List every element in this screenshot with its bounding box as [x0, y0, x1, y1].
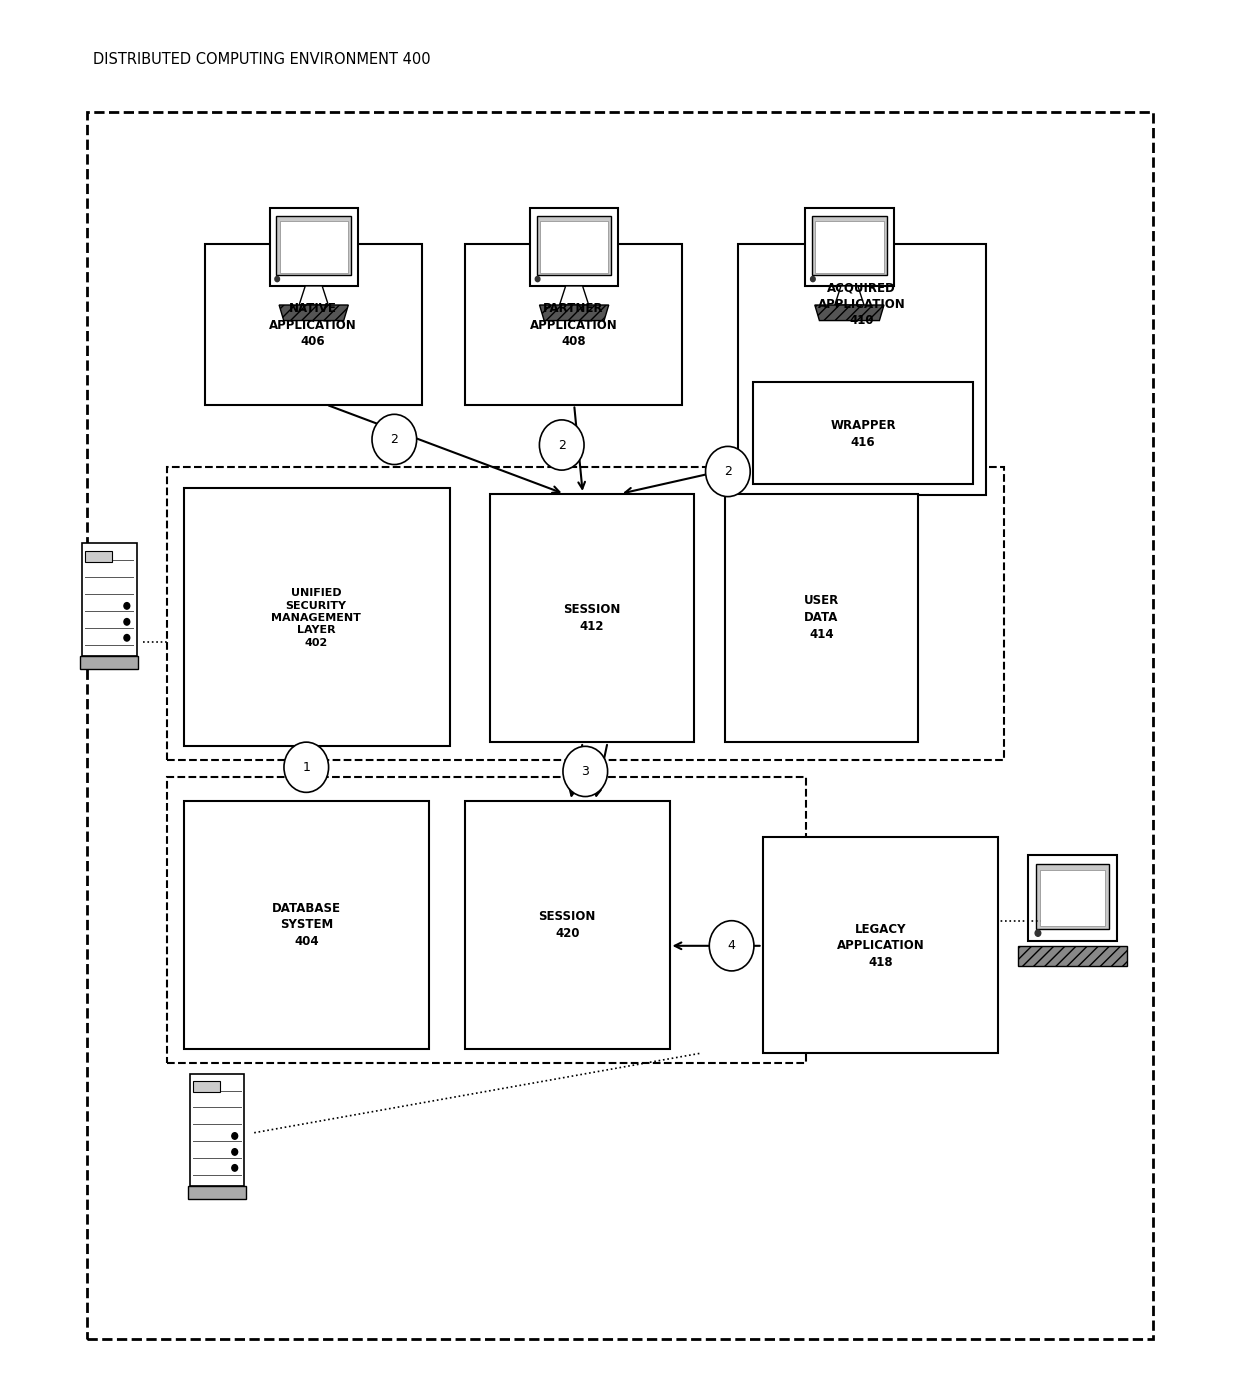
Text: WRAPPER
416: WRAPPER 416: [831, 418, 895, 449]
Bar: [190, 1074, 244, 1186]
Text: USER
DATA
414: USER DATA 414: [804, 594, 839, 642]
Bar: [82, 544, 136, 656]
Bar: [87, 112, 1153, 1339]
Bar: [465, 801, 670, 1049]
Bar: [738, 244, 986, 495]
Text: ACQUIRED
APPLICATION
410: ACQUIRED APPLICATION 410: [818, 282, 905, 326]
Bar: [805, 208, 894, 286]
Text: 2: 2: [391, 432, 398, 446]
Bar: [1037, 864, 1109, 929]
Text: UNIFIED
SECURITY
MANAGEMENT
LAYER
402: UNIFIED SECURITY MANAGEMENT LAYER 402: [272, 589, 361, 647]
Text: DISTRIBUTED COMPUTING ENVIRONMENT 400: DISTRIBUTED COMPUTING ENVIRONMENT 400: [93, 52, 430, 67]
Circle shape: [124, 618, 130, 625]
Polygon shape: [835, 286, 864, 306]
Text: 4: 4: [728, 939, 735, 953]
Bar: [167, 777, 806, 1063]
Bar: [753, 382, 973, 484]
Polygon shape: [279, 306, 348, 321]
Circle shape: [536, 276, 539, 282]
Bar: [725, 494, 918, 742]
Text: 2: 2: [558, 438, 565, 452]
Bar: [812, 216, 887, 275]
Bar: [815, 222, 884, 273]
Circle shape: [811, 276, 815, 282]
Text: SESSION
420: SESSION 420: [538, 910, 596, 940]
Bar: [184, 488, 450, 746]
Bar: [1040, 870, 1105, 926]
Bar: [1028, 855, 1117, 942]
Circle shape: [124, 635, 130, 642]
Bar: [1018, 946, 1127, 965]
Bar: [269, 208, 358, 286]
Circle shape: [1035, 930, 1040, 936]
Bar: [188, 1186, 246, 1200]
Polygon shape: [559, 286, 589, 306]
Circle shape: [232, 1165, 238, 1172]
Bar: [84, 551, 113, 562]
Bar: [539, 222, 609, 273]
Bar: [763, 837, 998, 1053]
Text: 3: 3: [582, 764, 589, 778]
Polygon shape: [539, 306, 609, 321]
Circle shape: [706, 446, 750, 497]
Bar: [490, 494, 694, 742]
Text: 1: 1: [303, 760, 310, 774]
Polygon shape: [815, 306, 884, 321]
Circle shape: [232, 1133, 238, 1140]
Text: PARTNER
APPLICATION
408: PARTNER APPLICATION 408: [529, 303, 618, 347]
Circle shape: [284, 742, 329, 792]
Polygon shape: [299, 286, 329, 306]
Text: DATABASE
SYSTEM
404: DATABASE SYSTEM 404: [272, 903, 341, 947]
Bar: [537, 216, 611, 275]
Bar: [192, 1081, 221, 1092]
Circle shape: [372, 414, 417, 465]
Bar: [184, 801, 429, 1049]
Bar: [205, 244, 422, 405]
Text: NATIVE
APPLICATION
406: NATIVE APPLICATION 406: [269, 303, 357, 347]
Circle shape: [539, 420, 584, 470]
Text: 2: 2: [724, 465, 732, 478]
Bar: [279, 222, 348, 273]
Circle shape: [275, 276, 279, 282]
Bar: [167, 467, 1004, 760]
Text: SESSION
412: SESSION 412: [563, 603, 621, 633]
Circle shape: [232, 1148, 238, 1155]
Circle shape: [709, 921, 754, 971]
Bar: [529, 208, 619, 286]
Circle shape: [124, 603, 130, 610]
Circle shape: [563, 746, 608, 797]
Bar: [465, 244, 682, 405]
Bar: [81, 656, 138, 670]
Bar: [277, 216, 351, 275]
Text: LEGACY
APPLICATION
418: LEGACY APPLICATION 418: [837, 923, 924, 968]
